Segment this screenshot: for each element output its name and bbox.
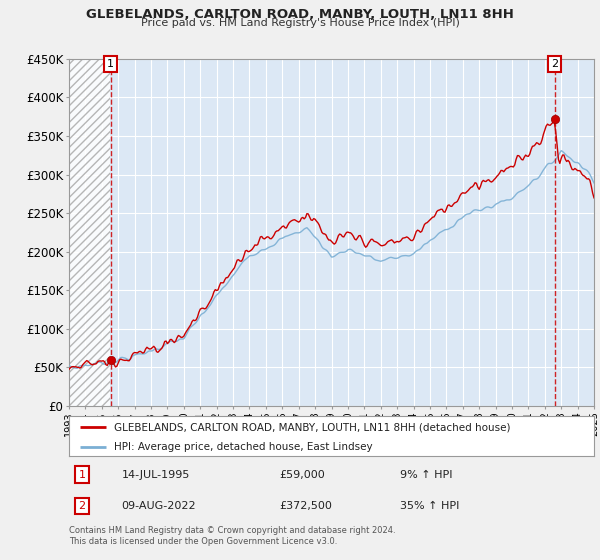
Text: HPI: Average price, detached house, East Lindsey: HPI: Average price, detached house, East… bbox=[113, 442, 372, 452]
Text: 2: 2 bbox=[79, 501, 86, 511]
Text: Contains HM Land Registry data © Crown copyright and database right 2024.
This d: Contains HM Land Registry data © Crown c… bbox=[69, 526, 395, 546]
Text: 1: 1 bbox=[79, 470, 86, 480]
Text: 09-AUG-2022: 09-AUG-2022 bbox=[121, 501, 196, 511]
Text: 14-JUL-1995: 14-JUL-1995 bbox=[121, 470, 190, 480]
Text: 35% ↑ HPI: 35% ↑ HPI bbox=[400, 501, 459, 511]
Text: Price paid vs. HM Land Registry's House Price Index (HPI): Price paid vs. HM Land Registry's House … bbox=[140, 18, 460, 29]
Text: 2: 2 bbox=[551, 59, 559, 69]
Text: GLEBELANDS, CARLTON ROAD, MANBY, LOUTH, LN11 8HH: GLEBELANDS, CARLTON ROAD, MANBY, LOUTH, … bbox=[86, 8, 514, 21]
Text: £372,500: £372,500 bbox=[279, 501, 332, 511]
Text: GLEBELANDS, CARLTON ROAD, MANBY, LOUTH, LN11 8HH (detached house): GLEBELANDS, CARLTON ROAD, MANBY, LOUTH, … bbox=[113, 422, 510, 432]
Text: 1: 1 bbox=[107, 59, 114, 69]
Text: 9% ↑ HPI: 9% ↑ HPI bbox=[400, 470, 452, 480]
Text: £59,000: £59,000 bbox=[279, 470, 325, 480]
